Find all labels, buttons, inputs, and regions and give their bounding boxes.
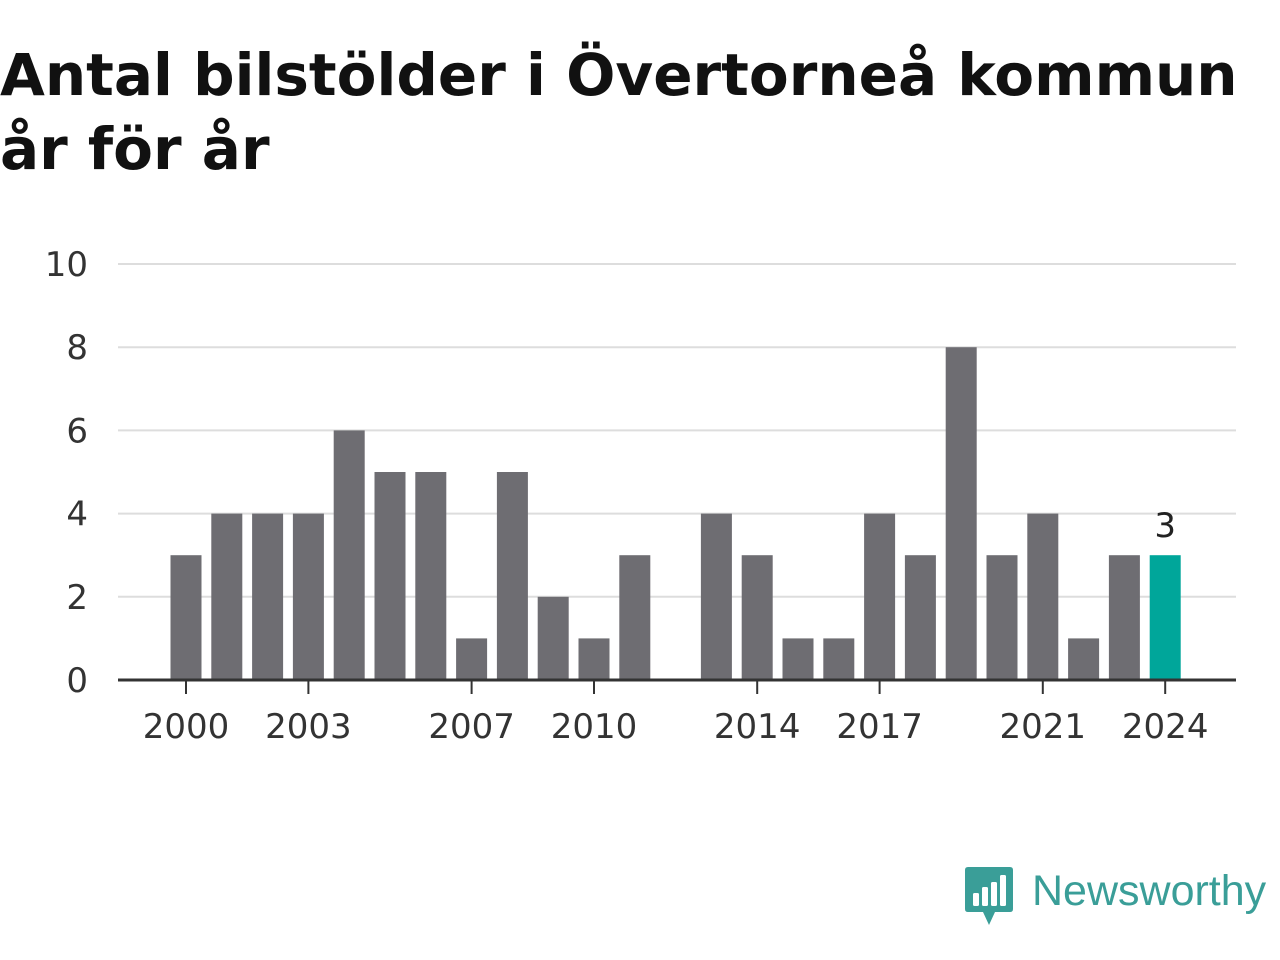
- y-tick-label: 4: [66, 495, 88, 535]
- bar-2004: [333, 430, 365, 680]
- y-tick-label: 10: [45, 245, 88, 285]
- bar-2011: [619, 555, 651, 680]
- grid-lines: [118, 263, 1236, 598]
- data-label-2024: 3: [1154, 506, 1176, 546]
- x-tick-label: 2010: [551, 707, 638, 747]
- y-tick-label: 2: [66, 578, 88, 618]
- bar-2024: [1149, 555, 1181, 680]
- y-tick-label: 8: [66, 328, 88, 368]
- bar-2001: [211, 513, 243, 680]
- bar-2021: [1027, 513, 1059, 680]
- tick-labels: 0 2 4 6 8 10 2000 2003 2007 2010 2014 2017 2021 2024 3: [45, 245, 1209, 747]
- y-tick-label: 0: [66, 661, 88, 701]
- x-tick-label: 2003: [265, 707, 352, 747]
- bar-2000: [170, 555, 202, 680]
- newsworthy-logo: Newsworthy: [964, 864, 1266, 928]
- bar-2020: [986, 555, 1018, 680]
- x-tick-label: 2007: [428, 707, 515, 747]
- bar-2005: [374, 472, 406, 680]
- bar-2009: [537, 596, 569, 680]
- x-tick-label: 2017: [836, 707, 923, 747]
- brand-name: Newsworthy: [1032, 866, 1267, 915]
- bar-2018: [904, 555, 936, 680]
- x-tick-label: 2000: [143, 707, 230, 747]
- bar-2008: [496, 472, 528, 680]
- x-tick-label: 2014: [714, 707, 801, 747]
- bar-2002: [252, 513, 284, 680]
- bar-2015: [782, 638, 814, 680]
- bar-2014: [741, 555, 773, 680]
- bar-2010: [578, 638, 610, 680]
- bar-2013: [700, 513, 732, 680]
- x-tick-label: 2024: [1122, 707, 1209, 747]
- bar-2017: [864, 513, 896, 680]
- bar-2022: [1068, 638, 1100, 680]
- bar-2019: [945, 347, 977, 680]
- bar-2003: [292, 513, 324, 680]
- bar-2007: [456, 638, 488, 680]
- chart-title: Antal bilstölder i Övertorneå kommun år …: [0, 41, 1238, 183]
- bar-2016: [823, 638, 855, 680]
- bar-2023: [1108, 555, 1140, 680]
- x-axis: [118, 678, 1236, 694]
- bars: [170, 347, 1181, 680]
- newsworthy-logo-icon: [965, 867, 1013, 925]
- bar-2006: [415, 472, 447, 680]
- y-tick-label: 6: [66, 411, 88, 451]
- x-tick-label: 2021: [1000, 707, 1087, 747]
